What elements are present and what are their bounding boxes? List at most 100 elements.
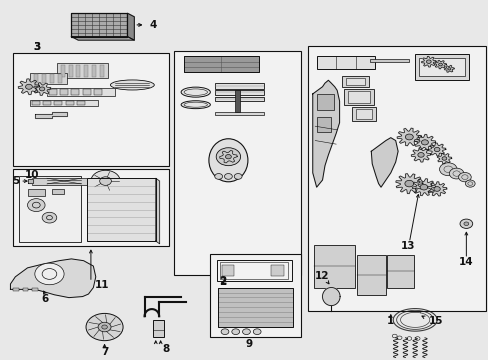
Circle shape (458, 172, 470, 182)
Bar (234, 90, 239, 112)
Bar (347, 91, 369, 103)
Bar (68, 64, 72, 77)
Text: 6: 6 (41, 294, 48, 304)
Circle shape (441, 157, 446, 160)
Polygon shape (322, 288, 339, 306)
Circle shape (465, 180, 474, 187)
Bar (13, 53, 168, 166)
Bar (351, 107, 375, 121)
Bar (345, 78, 364, 85)
Text: 3: 3 (34, 42, 41, 52)
Bar (71, 89, 79, 95)
Circle shape (459, 219, 472, 228)
Circle shape (27, 199, 45, 212)
Bar (54, 101, 62, 105)
Polygon shape (370, 138, 397, 187)
Bar (220, 262, 288, 279)
Bar (60, 89, 68, 95)
Bar (34, 74, 38, 83)
Bar (355, 109, 371, 119)
Circle shape (214, 174, 222, 179)
Polygon shape (219, 150, 237, 163)
Circle shape (221, 329, 228, 334)
Bar (94, 89, 102, 95)
Bar (313, 244, 354, 288)
Circle shape (421, 140, 427, 145)
Bar (30, 100, 98, 107)
Bar (30, 73, 66, 84)
Bar (173, 51, 300, 275)
Circle shape (426, 60, 430, 63)
Bar (84, 64, 88, 77)
Bar (27, 189, 44, 196)
Bar (32, 101, 40, 105)
Circle shape (242, 329, 250, 334)
Bar (307, 45, 485, 311)
Ellipse shape (181, 87, 210, 97)
Circle shape (433, 148, 439, 152)
Polygon shape (127, 13, 134, 40)
Polygon shape (396, 128, 421, 146)
Text: 11: 11 (94, 280, 109, 290)
Polygon shape (28, 179, 33, 183)
Bar (92, 64, 96, 77)
Polygon shape (434, 60, 446, 69)
Bar (221, 265, 233, 276)
Text: 5: 5 (13, 176, 20, 186)
Polygon shape (411, 179, 435, 196)
Bar (216, 260, 292, 281)
Bar (13, 288, 19, 291)
Circle shape (91, 170, 120, 192)
Bar (13, 169, 168, 246)
Polygon shape (436, 153, 451, 164)
Bar (217, 288, 293, 327)
Polygon shape (427, 143, 445, 156)
Bar (215, 97, 264, 101)
Bar (87, 178, 156, 241)
Text: 15: 15 (428, 316, 443, 325)
Text: 14: 14 (458, 257, 473, 267)
Bar (66, 101, 74, 105)
Circle shape (419, 184, 427, 190)
Circle shape (42, 212, 57, 223)
Bar (183, 56, 259, 72)
Bar (341, 76, 368, 87)
Bar (418, 58, 464, 76)
Ellipse shape (208, 139, 247, 182)
Polygon shape (410, 148, 430, 162)
Circle shape (86, 314, 123, 341)
Circle shape (100, 177, 111, 185)
Text: 2: 2 (219, 276, 226, 286)
Bar (71, 13, 127, 37)
Bar (217, 288, 293, 327)
Bar (414, 54, 468, 80)
Bar (50, 74, 54, 83)
Bar (316, 94, 333, 110)
Circle shape (231, 329, 239, 334)
Bar (47, 88, 115, 96)
Bar (87, 178, 156, 241)
Bar (356, 255, 385, 295)
Polygon shape (395, 174, 422, 194)
Bar (386, 255, 413, 288)
Circle shape (40, 87, 45, 91)
Bar (32, 288, 38, 291)
Bar (344, 89, 373, 105)
Bar (43, 101, 51, 105)
Circle shape (417, 153, 423, 157)
Text: 12: 12 (315, 271, 329, 281)
Bar (52, 189, 64, 194)
Bar (82, 89, 91, 95)
Bar (58, 74, 62, 83)
Text: 13: 13 (400, 241, 414, 251)
Circle shape (253, 329, 261, 334)
Bar (153, 320, 163, 337)
Bar (71, 13, 127, 37)
Bar (271, 265, 283, 276)
Bar (210, 253, 300, 337)
Bar (57, 63, 108, 78)
Polygon shape (34, 82, 51, 95)
Circle shape (216, 148, 240, 166)
Circle shape (234, 174, 242, 179)
Polygon shape (35, 112, 66, 118)
